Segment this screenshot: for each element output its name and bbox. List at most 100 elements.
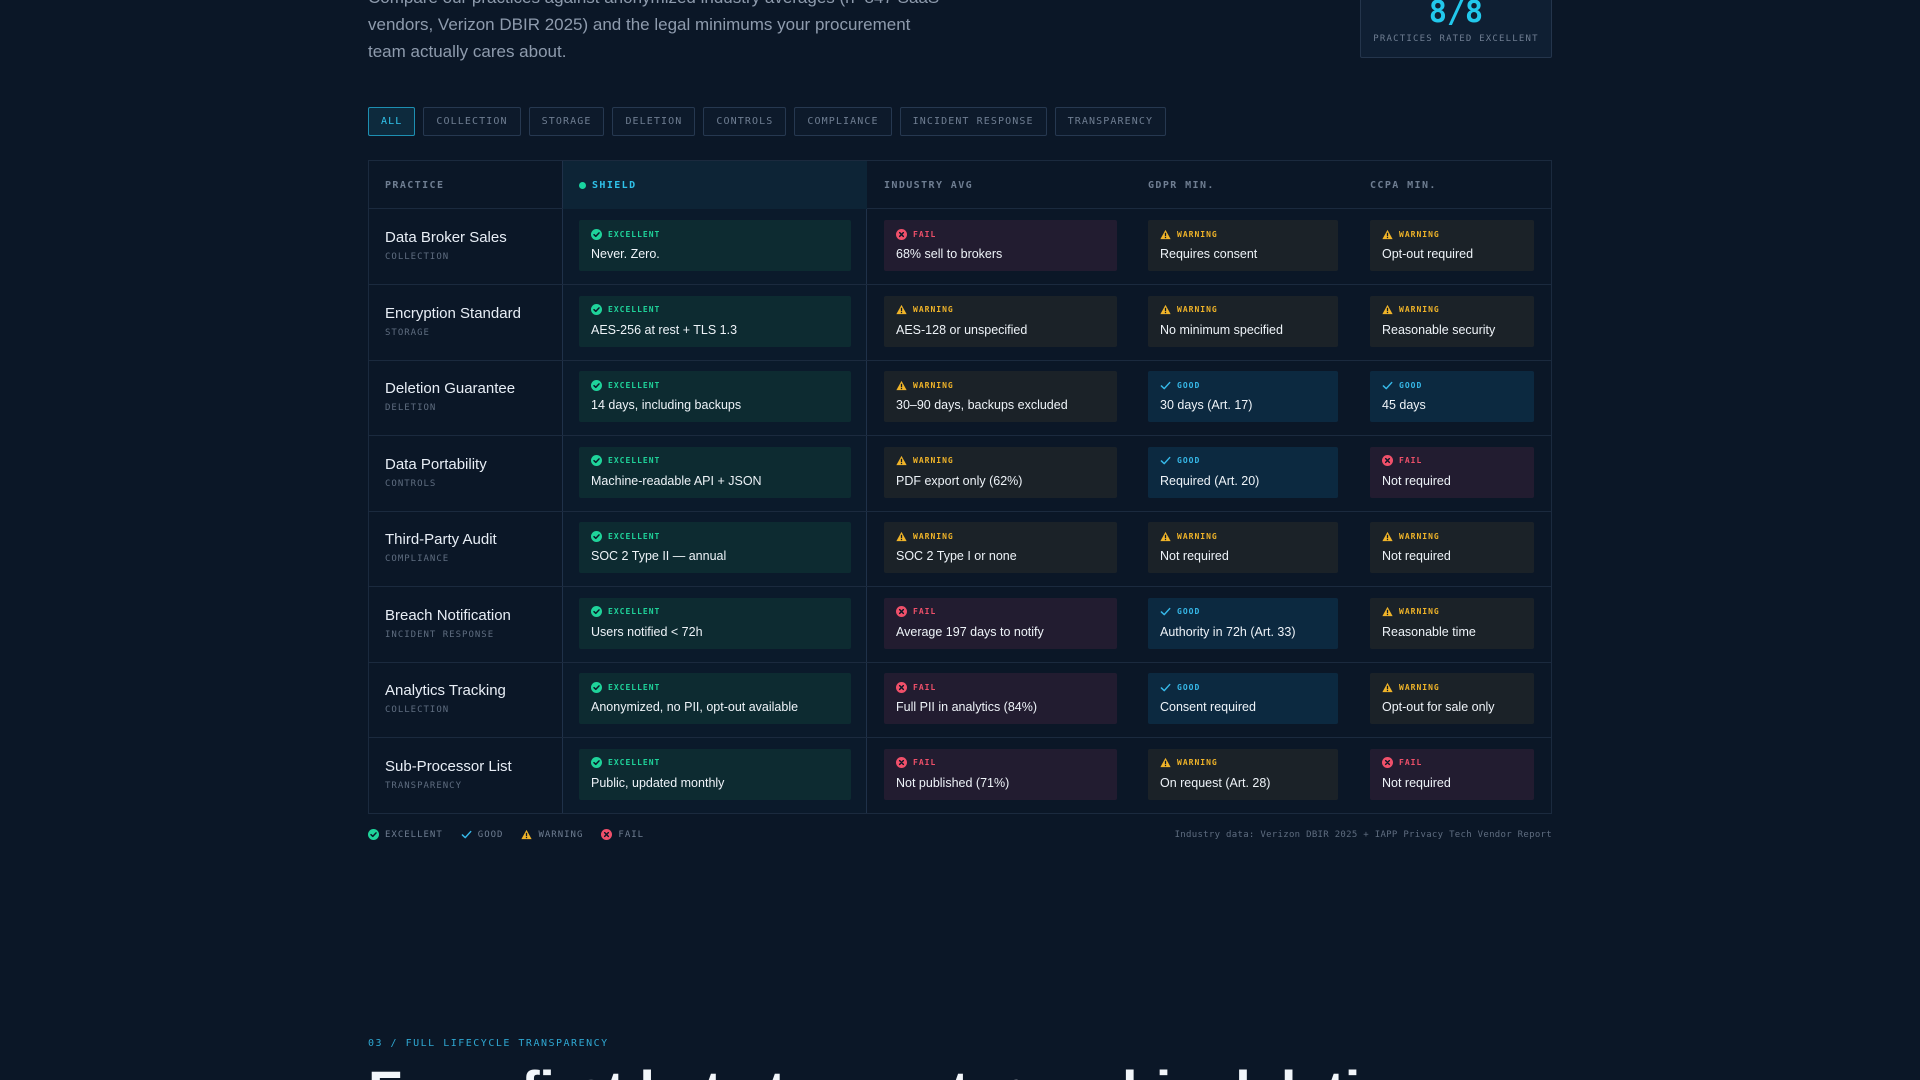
cell-value: Reasonable time <box>1382 624 1476 639</box>
gdpr-cell: WARNING Requires consent <box>1148 220 1338 271</box>
filter-storage[interactable]: STORAGE <box>528 107 605 136</box>
practice-name: Analytics Tracking <box>385 682 506 699</box>
cell-value: Not required <box>1382 549 1451 563</box>
practice-name: Data Broker Sales <box>385 229 507 246</box>
comparison-table: PRACTICE SHIELD INDUSTRY AVG GDPR MIN. C… <box>368 160 1552 814</box>
warning-triangle-icon <box>1382 229 1393 240</box>
shield-cell: EXCELLENT 14 days, including backups <box>579 371 851 422</box>
status-badge: EXCELLENT <box>591 681 839 693</box>
intro-text: Compare our practices against anonymized… <box>368 0 939 61</box>
cell-value: No minimum specified <box>1160 322 1283 337</box>
table-row: Encryption Standard STORAGE EXCELLENT AES-2… <box>369 285 1551 361</box>
status-label: EXCELLENT <box>608 456 661 465</box>
check-circle-icon <box>368 829 379 840</box>
shield-cell: EXCELLENT AES-256 at rest + TLS 1.3 <box>579 295 851 347</box>
cell-value: On request (Art. 28) <box>1160 775 1271 790</box>
status-badge: EXCELLENT <box>591 757 839 769</box>
status-badge: WARNING <box>1382 228 1522 240</box>
filter-collection[interactable]: COLLECTION <box>423 107 521 136</box>
status-badge: GOOD <box>1382 379 1522 391</box>
warning-triangle-icon <box>896 455 907 466</box>
gdpr-cell: WARNING No minimum specified <box>1148 295 1338 347</box>
cell-value: Users notified < 72h <box>591 624 703 639</box>
warning-triangle-icon <box>1160 229 1171 240</box>
status-label: WARNING <box>1177 758 1218 767</box>
practice-cell: Deletion Guarantee DELETION <box>385 380 515 413</box>
filter-deletion[interactable]: DELETION <box>612 107 696 136</box>
x-circle-icon <box>896 606 907 617</box>
check-circle-icon <box>591 455 602 466</box>
check-circle-icon <box>591 379 602 391</box>
status-badge: FAIL <box>896 681 1105 693</box>
cell-value: Anonymized, no PII, opt-out available <box>591 700 799 714</box>
industry-cell: WARNING 30–90 days, backups excluded <box>884 371 1117 422</box>
cell-value: 30–90 days, backups excluded <box>896 398 1068 412</box>
filter-compliance[interactable]: COMPLIANCE <box>794 107 892 136</box>
cell-value: PDF export only (62%) <box>896 473 1023 488</box>
practice-category: TRANSPARENCY <box>385 780 463 791</box>
status-badge: WARNING <box>1160 304 1326 316</box>
cell-value: 14 days, including backups <box>591 398 742 412</box>
check-circle-icon <box>591 304 602 315</box>
warning-triangle-icon <box>896 304 907 315</box>
practice-category: INCIDENT RESPONSE <box>385 629 495 640</box>
category-filter-bar: ALL COLLECTION STORAGE DELETION CONTROLS COMP… <box>368 107 1167 136</box>
status-label: WARNING <box>1399 531 1440 541</box>
filter-incident-response[interactable]: INCIDENT RESPONSE <box>899 107 1047 136</box>
practice-category: COLLECTION <box>385 252 450 262</box>
status-label: EXCELLENT <box>608 607 661 616</box>
x-circle-icon <box>896 228 907 240</box>
status-label: GOOD <box>1177 380 1201 390</box>
gdpr-cell: WARNING Not required <box>1148 522 1338 573</box>
status-legend: EXCELLENT GOOD WARNING FAIL <box>368 829 644 840</box>
filter-transparency[interactable]: TRANSPARENCY <box>1054 107 1167 136</box>
status-badge: FAIL <box>896 606 1105 618</box>
x-circle-icon <box>1382 757 1393 768</box>
status-badge: WARNING <box>896 455 1105 467</box>
status-label: WARNING <box>913 305 954 314</box>
cell-value: Not required <box>1382 473 1451 488</box>
status-badge: WARNING <box>896 304 1105 316</box>
cell-value: Average 197 days to notify <box>896 624 1044 639</box>
table-row: Data Portability CONTROLS EXCELLENT Machine… <box>369 436 1551 512</box>
status-label: FAIL <box>1399 456 1423 465</box>
practice-cell: Third-Party Audit COMPLIANCE <box>385 531 497 564</box>
practice-name: Breach Notification <box>385 606 511 624</box>
status-label: WARNING <box>913 456 954 465</box>
warning-triangle-icon <box>521 829 533 840</box>
status-label: EXCELLENT <box>608 531 661 541</box>
practice-category: COMPLIANCE <box>385 554 450 564</box>
filter-controls[interactable]: CONTROLS <box>703 107 787 136</box>
legend-label: WARNING <box>538 829 584 840</box>
industry-cell: FAIL Average 197 days to notify <box>884 597 1117 649</box>
cell-value: Not required <box>1160 549 1229 563</box>
warning-triangle-icon <box>1382 304 1393 315</box>
practice-name: Data Portability <box>385 455 487 473</box>
header-industry-avg: INDUSTRY AVG <box>884 179 974 191</box>
status-badge: WARNING <box>1160 228 1326 240</box>
status-label: WARNING <box>1399 229 1440 239</box>
status-label: WARNING <box>1177 531 1218 541</box>
status-label: WARNING <box>1399 607 1440 616</box>
gdpr-cell: GOOD 30 days (Art. 17) <box>1148 371 1338 422</box>
warning-triangle-icon <box>1160 531 1171 542</box>
status-badge: FAIL <box>1382 757 1522 769</box>
practice-cell: Breach Notification INCIDENT RESPONSE <box>385 607 511 640</box>
score-value: 8/8 <box>1428 0 1484 30</box>
checkmark-icon <box>1160 380 1171 391</box>
industry-cell: FAIL Full PII in analytics (84%) <box>884 673 1117 724</box>
table-row: Breach Notification INCIDENT RESPONSE EXCE… <box>369 587 1551 663</box>
checkmark-icon <box>1160 455 1171 466</box>
score-card: 8/8 PRACTICES RATED EXCELLENT <box>1360 0 1552 58</box>
warning-triangle-icon <box>896 380 907 391</box>
legend-label: GOOD <box>477 829 504 840</box>
status-badge: EXCELLENT <box>591 606 839 618</box>
checkmark-icon <box>1160 606 1171 617</box>
check-circle-icon <box>591 530 602 542</box>
cell-value: AES-128 or unspecified <box>896 322 1028 337</box>
status-label: FAIL <box>913 229 937 239</box>
status-badge: WARNING <box>1382 304 1522 316</box>
status-label: EXCELLENT <box>608 305 661 314</box>
filter-all[interactable]: ALL <box>368 107 416 136</box>
ccpa-cell: WARNING Opt-out required <box>1370 220 1534 271</box>
